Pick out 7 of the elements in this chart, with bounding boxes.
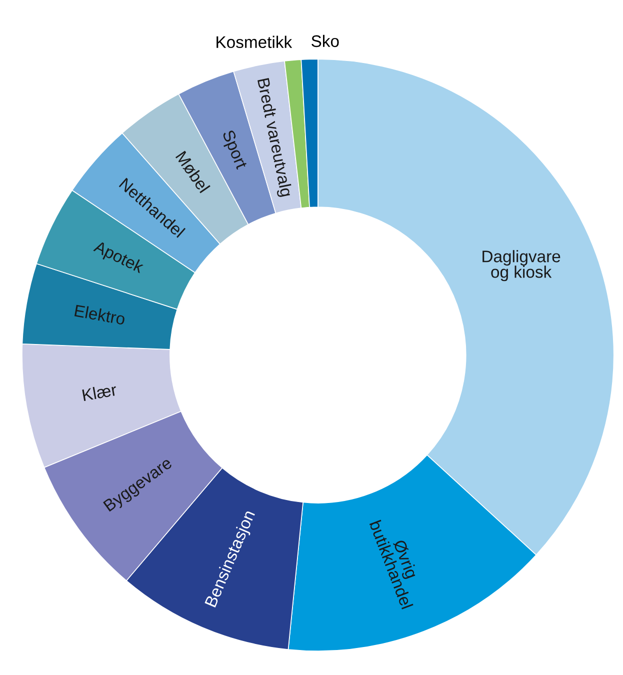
slice-label: Sport	[219, 129, 248, 171]
slice-label: Kosmetikk	[216, 36, 292, 48]
slice-label: Dagligvare og kiosk	[482, 250, 560, 282]
slice-label: Klær	[82, 383, 118, 402]
slice-label: Sko	[312, 34, 339, 48]
slice-label: Bredt vareutvalg	[254, 78, 294, 198]
slice-label: Elektro	[74, 304, 126, 326]
